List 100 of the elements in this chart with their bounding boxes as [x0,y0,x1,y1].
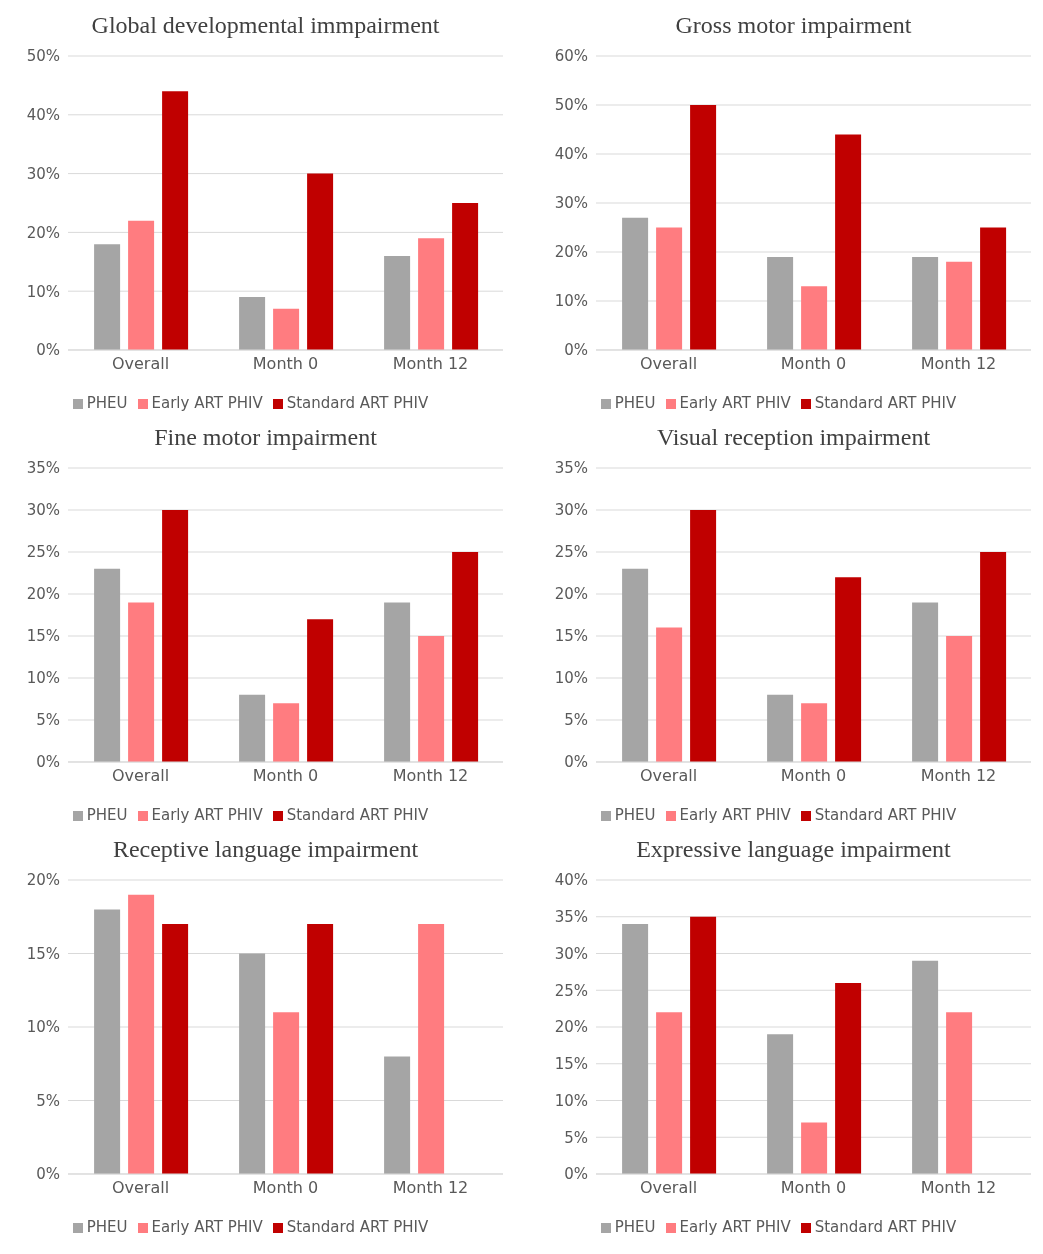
y-tick-label: 15% [26,627,60,646]
y-tick-label: 30% [554,194,588,213]
y-tick-label: 35% [554,908,588,927]
x-tick-label: Month 12 [920,766,997,786]
x-tick-label: Overall [639,766,698,786]
bar [912,960,939,1174]
y-tick-label: 10% [554,669,588,688]
legend-label: Early ART PHIV [151,1218,263,1236]
bar [801,286,828,350]
bar [946,1012,973,1174]
bar [307,173,334,350]
y-tick-label: 20% [26,871,60,890]
bar [835,577,862,762]
bar [418,238,445,350]
y-tick-label: 0% [36,753,60,772]
legend-label: PHEU [86,1218,128,1236]
y-tick-label: 35% [26,459,60,478]
legend-label: Standard ART PHIV [814,394,957,412]
chart-title: Receptive language impairment [111,835,420,864]
chart-title: Visual reception impairment [655,423,932,452]
legend-label: Standard ART PHIV [286,806,429,824]
bar [622,924,649,1174]
bar [767,1034,794,1174]
x-tick-label: Overall [111,1178,170,1198]
bar [239,953,266,1174]
y-tick-label: 0% [564,1165,588,1184]
bar [128,220,155,350]
x-tick-label: Month 12 [920,1178,997,1198]
y-tick-label: 5% [36,1091,60,1110]
bar [418,636,445,762]
bar [239,694,266,762]
y-tick-label: 10% [554,1091,588,1110]
bar [767,256,794,350]
bar [801,703,828,762]
bar [128,602,155,762]
bar [656,627,683,762]
x-tick-label: Month 0 [780,354,847,374]
bar [656,227,683,350]
bar [273,703,300,762]
chart-title: Fine motor impairment [153,423,378,452]
bar [162,91,189,350]
x-tick-label: Month 12 [392,766,469,786]
legend-label: PHEU [86,806,128,824]
y-tick-label: 15% [26,944,60,963]
y-tick-label: 40% [554,871,588,890]
y-tick-label: 20% [26,223,60,242]
legend-label: Early ART PHIV [679,394,791,412]
bar [307,924,334,1174]
legend-label: Early ART PHIV [679,1218,791,1236]
bar [384,602,411,762]
legend-label: PHEU [614,394,656,412]
legend-label: Standard ART PHIV [814,1218,957,1236]
x-tick-label: Month 12 [392,354,469,374]
y-tick-label: 35% [554,459,588,478]
y-tick-label: 5% [564,711,588,730]
y-tick-label: 10% [26,282,60,301]
x-tick-label: Month 12 [392,1178,469,1198]
legend-label: PHEU [86,394,128,412]
y-tick-label: 30% [26,164,60,183]
y-tick-label: 30% [554,501,588,520]
y-tick-label: 20% [26,585,60,604]
bar [452,203,479,350]
bar [767,694,794,762]
y-tick-label: 25% [554,981,588,1000]
y-tick-label: 15% [554,627,588,646]
bar [452,552,479,762]
legend-label: Standard ART PHIV [286,394,429,412]
y-tick-label: 5% [564,1128,588,1147]
bar [94,909,121,1174]
y-tick-label: 10% [554,292,588,311]
y-tick-label: 5% [36,711,60,730]
bar [128,894,155,1174]
bar [912,256,939,350]
y-tick-label: 30% [554,944,588,963]
x-tick-label: Month 0 [252,1178,319,1198]
y-tick-label: 50% [554,96,588,115]
bar [835,982,862,1174]
y-tick-label: 25% [26,543,60,562]
x-tick-label: Month 0 [252,766,319,786]
bar [239,297,266,350]
y-tick-label: 0% [564,753,588,772]
bar [912,602,939,762]
legend-label: PHEU [614,1218,656,1236]
bar [980,227,1007,350]
bar [384,1056,411,1174]
x-tick-label: Overall [639,1178,698,1198]
bar [690,105,717,350]
legend-label: Standard ART PHIV [286,1218,429,1236]
y-tick-label: 25% [554,543,588,562]
bar [690,916,717,1174]
y-tick-label: 10% [26,1018,60,1037]
bar [690,510,717,762]
legend-label: Early ART PHIV [679,806,791,824]
y-tick-label: 20% [554,585,588,604]
chart-title: Gross motor impairment [674,11,913,40]
y-tick-label: 0% [36,1165,60,1184]
bar [273,1012,300,1174]
x-tick-label: Overall [639,354,698,374]
bar [418,924,445,1174]
y-tick-label: 15% [554,1055,588,1074]
